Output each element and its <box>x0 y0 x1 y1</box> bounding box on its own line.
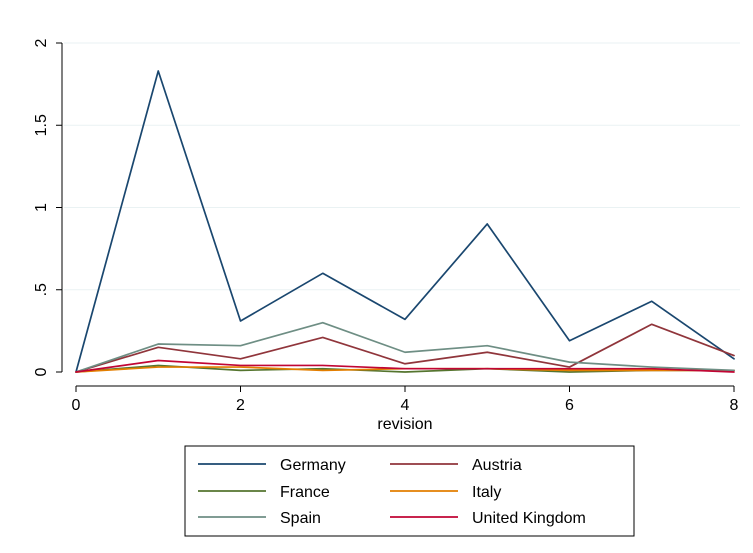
legend-label: United Kingdom <box>472 510 586 527</box>
series-line-austria <box>75 323 735 373</box>
x-tick-label: 8 <box>730 397 739 414</box>
x-tick-label: 6 <box>565 397 574 414</box>
x-tick-label: 2 <box>236 397 245 414</box>
y-tick-label: .5 <box>33 283 50 296</box>
legend-label: Austria <box>472 457 522 474</box>
series-line-spain <box>75 321 735 373</box>
legend-label: Germany <box>280 457 346 474</box>
grid <box>64 42 740 291</box>
legend-label: Spain <box>280 510 321 527</box>
x-axis-label: revision <box>377 416 432 433</box>
axes: 0 .5 1 1.5 2 0 2 4 6 8 <box>33 38 739 414</box>
y-tick-label: 0 <box>33 367 50 376</box>
y-tick-label: 2 <box>33 38 50 47</box>
legend-label: Italy <box>472 484 501 501</box>
x-tick-label: 4 <box>401 397 410 414</box>
x-tick-label: 0 <box>72 397 81 414</box>
legend: Germany Austria France Italy Spain United Kin… <box>184 445 635 537</box>
series-line-germany <box>75 70 735 373</box>
y-tick-label: 1 <box>33 203 50 212</box>
series-lines <box>75 70 735 373</box>
series-line-united-kingdom <box>75 359 735 373</box>
y-tick-label: 1.5 <box>33 114 50 136</box>
legend-label: France <box>280 484 330 501</box>
axis-labels: revision <box>377 416 432 433</box>
